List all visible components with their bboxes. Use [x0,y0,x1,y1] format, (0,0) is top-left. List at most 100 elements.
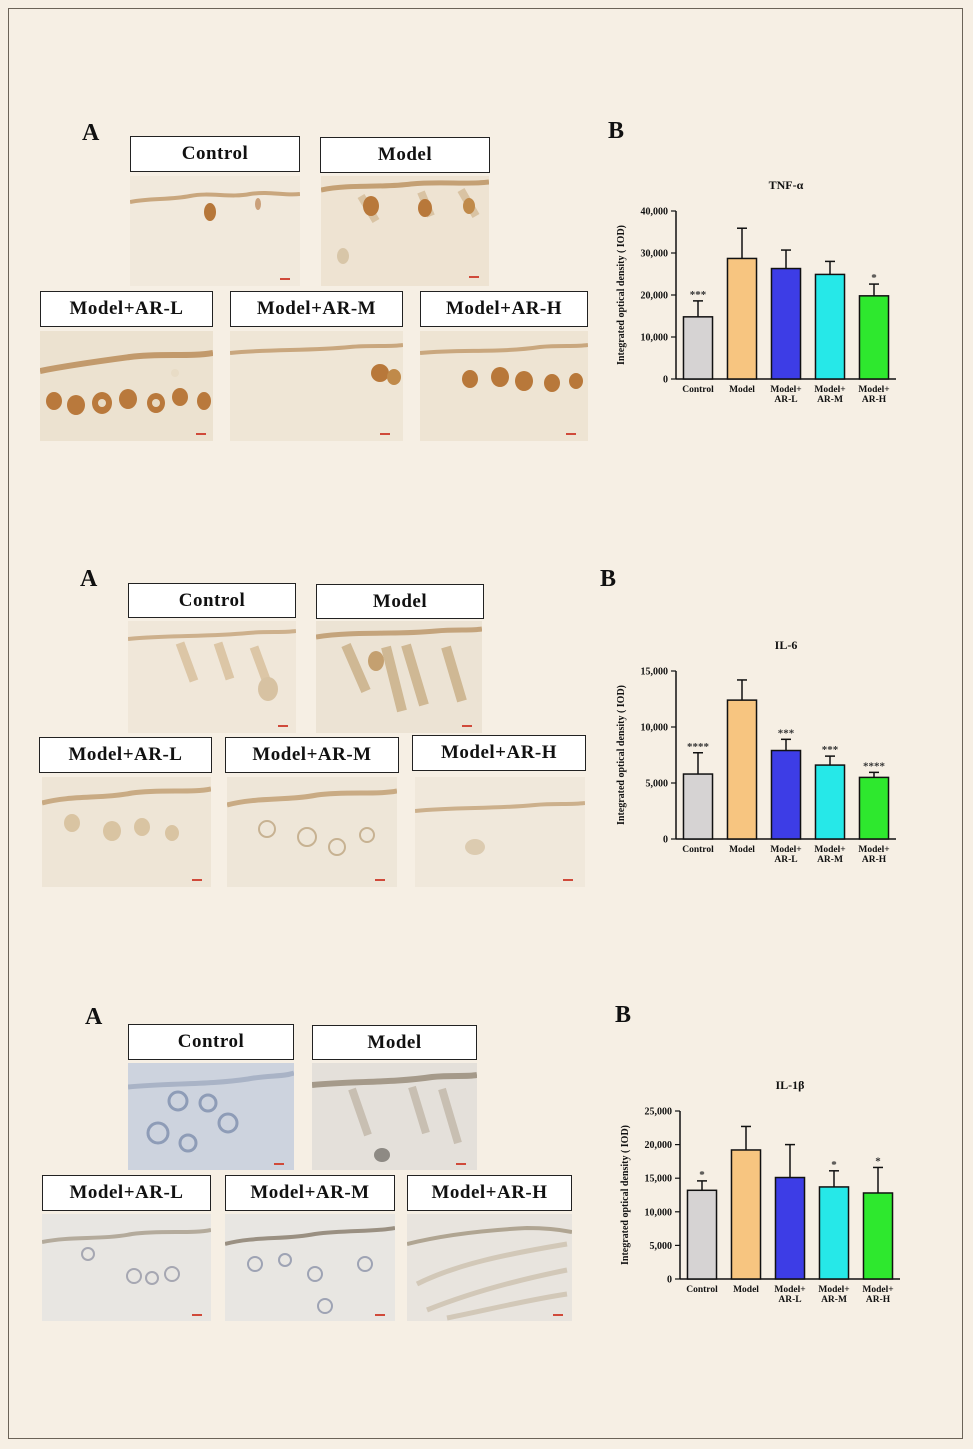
x-tick-label: AR-H [862,855,887,865]
significance-marker: * [699,1169,705,1181]
x-tick-label: AR-L [774,395,797,405]
label-model-ar-h: Model+AR-H [407,1175,572,1211]
tissue-image-model-ar-h [407,1214,572,1321]
chart-title: IL-1β [776,1078,805,1092]
x-tick-label: AR-H [866,1295,891,1305]
tissue-image-model-ar-h [420,331,588,441]
y-tick-label: 10,000 [641,723,669,734]
y-tick-label: 0 [663,835,668,846]
label-control: Control [130,136,300,172]
bar [814,273,846,380]
tissue-image-model-ar-l [42,1214,211,1321]
bar-chart-tnf: TNF-α Integrated optical density ( IOD) 0 1… [616,178,896,405]
panel-letter-b: B [600,566,617,592]
panel-il6: A B Control Model Model+AR-L Model+AR-M … [0,0,973,887]
label-model-ar-h: Model+AR-H [412,735,586,771]
x-tick-label: Control [682,845,714,855]
y-tick-label: 15,000 [641,667,669,678]
label-model: Model [312,1025,477,1060]
bar [686,1189,718,1280]
tissue-image-control [128,1063,294,1170]
x-tick-label: Model+ [862,1285,893,1295]
y-tick-label: 30,000 [641,249,669,260]
x-tick-label: Model+ [858,385,889,395]
y-axis-label: Integrated optical density ( IOD) [616,685,627,825]
x-tick-label: Model+ [774,1285,805,1295]
label-model-ar-l: Model+AR-L [40,291,213,327]
label-model-ar-m: Model+AR-M [225,737,399,773]
bar [770,749,802,840]
y-tick-label: 10,000 [645,1207,673,1218]
x-tick-label: AR-H [862,395,887,405]
panel-letter-b: B [615,1002,632,1028]
label-model-ar-l: Model+AR-L [39,737,212,773]
bar [682,773,714,840]
significance-marker: *** [822,744,839,756]
panel-letter-b: B [608,118,625,144]
bar [770,267,802,380]
bar [726,699,758,840]
label-model-ar-h: Model+AR-H [420,291,588,327]
y-tick-label: 40,000 [641,207,669,218]
chart-title: TNF-α [769,178,804,192]
x-tick-label: Model [729,385,755,395]
significance-marker: * [875,1155,881,1167]
bar [862,1192,894,1280]
panel-tnf: A B Control Model Model+AR-L Model+AR-M … [0,0,973,441]
label-model-ar-m: Model+AR-M [230,291,403,327]
x-tick-label: AR-M [817,395,843,405]
tissue-image-model-ar-m [225,1214,395,1321]
y-tick-label: 5,000 [650,1241,673,1252]
y-tick-label: 5,000 [646,779,669,790]
y-tick-label: 0 [667,1275,672,1286]
panel-letter-a: A [80,566,98,592]
y-tick-label: 15,000 [645,1174,673,1185]
x-tick-label: AR-L [774,855,797,865]
significance-marker: * [871,272,877,284]
x-tick-label: Control [682,385,714,395]
panel-letter-a: A [82,120,100,146]
tissue-image-model-ar-l [40,331,213,441]
y-tick-label: 0 [663,375,668,386]
label-model-ar-l: Model+AR-L [42,1175,211,1211]
bar [858,776,890,840]
y-tick-label: 25,000 [645,1107,673,1118]
y-tick-label: 20,000 [641,291,669,302]
x-tick-label: Model [729,845,755,855]
y-axis-label: Integrated optical density ( IOD) [616,225,627,365]
figure-frame [8,8,963,1439]
bar [730,1149,762,1280]
x-tick-label: AR-M [817,855,843,865]
x-tick-label: Model [733,1285,759,1295]
bar [774,1176,806,1280]
significance-marker: * [831,1159,837,1171]
significance-marker: *** [778,727,795,739]
bar [818,1186,850,1280]
tissue-image-control [130,176,300,286]
x-tick-label: Control [686,1285,718,1295]
label-model-ar-m: Model+AR-M [225,1175,395,1211]
tissue-image-model-ar-h [415,777,585,887]
x-tick-label: Model+ [858,845,889,855]
x-tick-label: AR-M [821,1295,847,1305]
significance-marker: *** [690,289,707,301]
bar [726,257,758,380]
tissue-image-model-ar-l [42,777,211,887]
tissue-image-model [316,621,482,733]
tissue-image-model [312,1063,477,1170]
label-control: Control [128,1024,294,1060]
x-tick-label: Model+ [818,1285,849,1295]
significance-marker: **** [687,741,710,753]
significance-marker: **** [863,760,886,772]
bar [858,295,890,380]
label-control: Control [128,583,296,618]
bar [814,764,846,840]
panel-letter-a: A [85,1004,103,1030]
bar-chart-il6: IL-6 Integrated optical density ( IOD) 0 5,… [616,638,896,865]
y-axis-label: Integrated optical density ( IOD) [620,1125,631,1265]
label-model: Model [316,584,484,619]
label-model: Model [320,137,490,173]
x-tick-label: Model+ [814,385,845,395]
x-tick-label: Model+ [814,845,845,855]
y-tick-label: 10,000 [641,333,669,344]
